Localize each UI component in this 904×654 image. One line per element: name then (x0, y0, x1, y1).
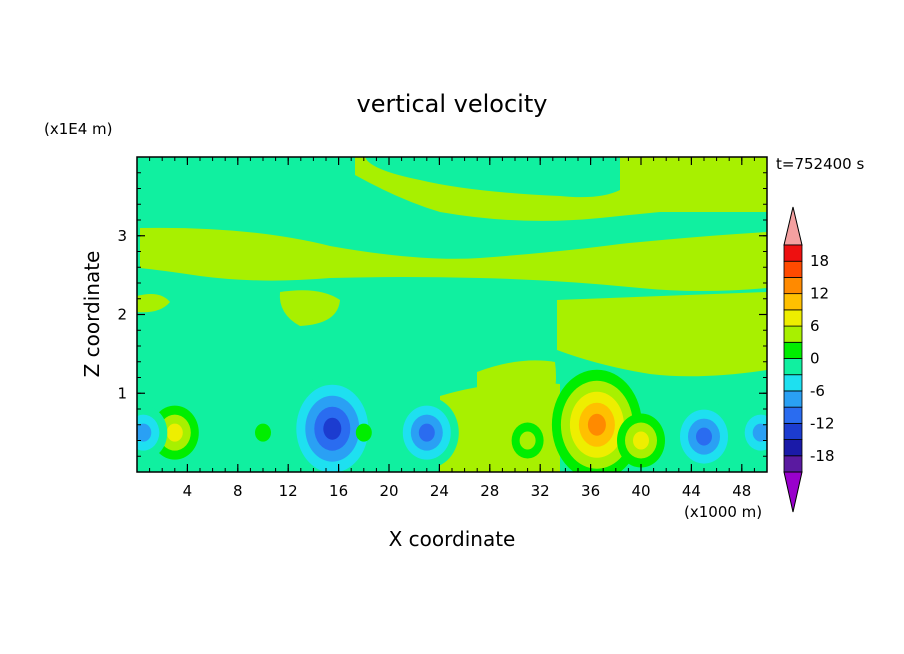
velocity-contour (323, 417, 342, 440)
x-tick-label: 44 (682, 482, 701, 500)
velocity-contour (355, 423, 372, 442)
velocity-contour (587, 413, 606, 436)
x-unit-label: (x1000 m) (684, 503, 762, 521)
chart-title: vertical velocity (357, 90, 548, 118)
colorbar: 18 12 6 0 -6 -12 -18 (783, 206, 835, 513)
y-axis-label: Z coordinate (80, 251, 104, 378)
colorbar-segment (783, 390, 803, 408)
field-region (140, 227, 767, 291)
y-tick-label: 2 (117, 306, 127, 324)
colorbar-tick-label: -6 (810, 382, 825, 400)
colorbar-segment (783, 439, 803, 457)
field-region (137, 294, 170, 313)
x-tick-label: 16 (329, 482, 348, 500)
x-tick-label: 12 (279, 482, 298, 500)
colorbar-segment (783, 244, 803, 262)
colorbar-tick-label: -12 (810, 414, 835, 432)
plot-area (137, 157, 767, 472)
colorbar-segment (783, 325, 803, 343)
colorbar-segment (783, 422, 803, 440)
colorbar-segment (783, 374, 803, 392)
x-axis-label: X coordinate (389, 527, 516, 551)
velocity-field (137, 157, 767, 472)
velocity-contour (519, 431, 536, 450)
y-axis-ticks: 1 2 3 (117, 172, 767, 457)
x-tick-label: 8 (233, 482, 243, 500)
x-tick-label: 36 (581, 482, 600, 500)
x-tick-label: 40 (631, 482, 650, 500)
x-tick-label: 32 (531, 482, 550, 500)
y-tick-label: 1 (117, 384, 127, 402)
colorbar-segment (783, 455, 803, 473)
colorbar-segment (783, 309, 803, 327)
field-region (355, 157, 767, 221)
colorbar-tick-label: 12 (810, 285, 829, 303)
x-tick-label: 28 (480, 482, 499, 500)
time-label: t=752400 s (776, 155, 864, 173)
field-region (557, 292, 767, 377)
colorbar-segment (783, 341, 803, 359)
colorbar-tick-label: 6 (810, 317, 820, 335)
x-tick-label: 48 (732, 482, 751, 500)
field-region (477, 360, 556, 425)
colorbar-segment (783, 293, 803, 311)
y-tick-label: 3 (117, 227, 127, 245)
velocity-contour (752, 423, 767, 442)
velocity-contour (255, 423, 271, 442)
y-unit-label: (x1E4 m) (44, 120, 113, 138)
x-tick-label: 20 (379, 482, 398, 500)
x-axis-ticks: 4 8 12 16 20 24 28 32 36 40 44 48 (149, 157, 755, 500)
colorbar-tick-label: 18 (810, 252, 829, 270)
velocity-contour (696, 427, 712, 446)
colorbar-tick-label: -18 (810, 447, 835, 465)
velocity-contour (166, 423, 183, 442)
field-region (279, 290, 340, 326)
velocity-contour (137, 423, 152, 442)
velocity-contour (418, 423, 435, 442)
colorbar-top-arrow (783, 206, 803, 246)
x-tick-label: 24 (430, 482, 449, 500)
colorbar-segment (783, 260, 803, 278)
colorbar-tick-label: 0 (810, 350, 820, 368)
colorbar-segment (783, 406, 803, 424)
velocity-contour (633, 431, 649, 450)
colorbar-segment (783, 358, 803, 376)
colorbar-bottom-arrow (783, 471, 803, 513)
colorbar-segment (783, 277, 803, 295)
x-tick-label: 4 (183, 482, 193, 500)
